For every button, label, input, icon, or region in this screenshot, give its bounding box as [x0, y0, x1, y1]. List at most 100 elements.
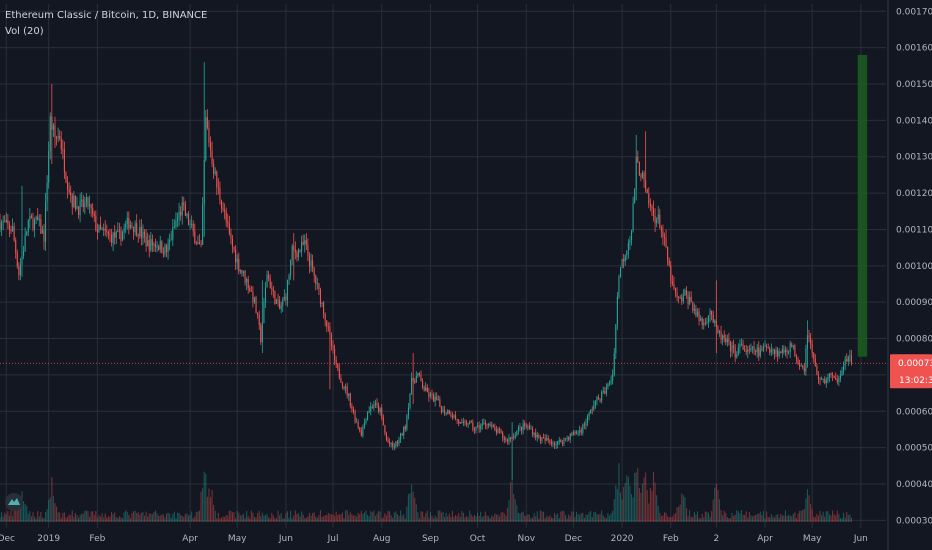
- candle-body: [74, 195, 76, 209]
- candle-body: [786, 350, 788, 353]
- volume-bar: [191, 511, 193, 522]
- volume-bar: [101, 513, 103, 522]
- candle-body: [758, 347, 760, 357]
- volume-bar: [148, 513, 150, 522]
- volume-bar: [701, 513, 703, 522]
- candle-body: [634, 189, 636, 203]
- candle-body: [615, 324, 617, 354]
- volume-bar: [110, 511, 113, 522]
- volume-bar: [777, 514, 779, 522]
- volume-bar: [244, 518, 246, 522]
- candle-body: [202, 204, 204, 245]
- candle-body: [665, 237, 667, 247]
- candle-body: [123, 227, 125, 233]
- time-axis[interactable]: Dec 2019 Feb Apr May Jun Jul Aug Sep Oct Nov Dec 202…: [0, 534, 868, 544]
- volume-bar: [8, 515, 10, 522]
- volume-bar: [370, 511, 372, 522]
- candle-body: [19, 265, 21, 276]
- volume-bar: [455, 515, 457, 522]
- volume-bar: [717, 489, 719, 522]
- candle-body: [115, 231, 117, 238]
- highlight-zone: [857, 54, 868, 357]
- volume-bar: [712, 499, 714, 522]
- candle-body: [88, 204, 91, 207]
- volume-bar: [618, 463, 620, 522]
- candle-body: [37, 216, 39, 221]
- volume-bar: [162, 514, 164, 522]
- volume-bar: [258, 510, 260, 522]
- volume-bar: [423, 516, 425, 522]
- volume-bar: [764, 518, 766, 522]
- volume-bar: [29, 511, 31, 522]
- time-tick-label: Apr: [182, 534, 198, 544]
- volume-bar: [656, 495, 658, 522]
- volume-bar: [396, 514, 398, 522]
- volume-bar: [173, 511, 175, 522]
- candle-body: [346, 386, 348, 396]
- candle-body: [134, 223, 136, 233]
- volume-bar: [502, 511, 504, 522]
- volume-bar: [539, 510, 541, 522]
- candle-body: [816, 365, 818, 375]
- volume-bar: [759, 511, 761, 522]
- volume-bar: [445, 512, 447, 522]
- candle-body: [497, 429, 499, 433]
- volume-bar: [52, 495, 54, 522]
- volume-bar: [497, 514, 499, 522]
- candle-body: [433, 394, 435, 402]
- candle-body: [238, 258, 240, 272]
- candle-body: [395, 441, 397, 447]
- volume-bar: [296, 513, 298, 522]
- candle-body: [531, 428, 534, 435]
- candle-body: [788, 351, 790, 353]
- candle-body: [538, 435, 540, 437]
- volume-bar: [255, 517, 257, 522]
- volume-bar: [222, 516, 224, 522]
- candle-body: [839, 375, 841, 379]
- volume-bar: [414, 497, 416, 522]
- volume-bar: [451, 510, 453, 522]
- tradingview-logo[interactable]: [5, 493, 23, 511]
- candle-body: [255, 297, 257, 314]
- volume-bar: [345, 510, 347, 522]
- volume-bar: [816, 513, 818, 522]
- candle-body: [461, 422, 463, 423]
- volume-bar: [513, 494, 515, 522]
- candle-body: [535, 432, 537, 438]
- candle-body: [23, 250, 25, 257]
- candle-body: [308, 255, 311, 266]
- volume-bar: [348, 515, 350, 522]
- volume-bar: [692, 516, 694, 522]
- volume-bar: [555, 515, 557, 522]
- candle-body: [247, 278, 249, 289]
- price-tick-label: 0.0006000: [896, 407, 932, 417]
- candle-body: [425, 387, 427, 391]
- price-axis[interactable]: 0.0017000 0.0016000 0.0015000 0.0014000 0.00…: [896, 7, 932, 526]
- volume-bar: [41, 517, 43, 522]
- candle-body: [696, 311, 699, 316]
- candle-body: [560, 439, 562, 443]
- volume-bar: [660, 515, 662, 522]
- volume-bar: [450, 516, 452, 522]
- candle-body: [657, 214, 659, 220]
- volume-bar: [778, 517, 780, 522]
- candle-body: [335, 360, 337, 364]
- volume-bar: [429, 512, 431, 522]
- candle-body: [731, 345, 733, 352]
- volume-bar: [13, 510, 15, 522]
- candle-body: [656, 219, 658, 224]
- candle-body: [843, 366, 845, 372]
- volume-bar: [563, 511, 565, 522]
- time-tick-label: May: [803, 534, 822, 544]
- candle-body: [491, 425, 493, 427]
- candle-body: [833, 375, 835, 378]
- candle-body: [184, 204, 186, 216]
- candle-body: [139, 226, 141, 236]
- candle-body: [365, 420, 367, 423]
- volume-bar: [79, 514, 81, 522]
- candle-body: [574, 431, 576, 434]
- candle-body: [621, 259, 623, 268]
- volume-bar: [792, 513, 794, 522]
